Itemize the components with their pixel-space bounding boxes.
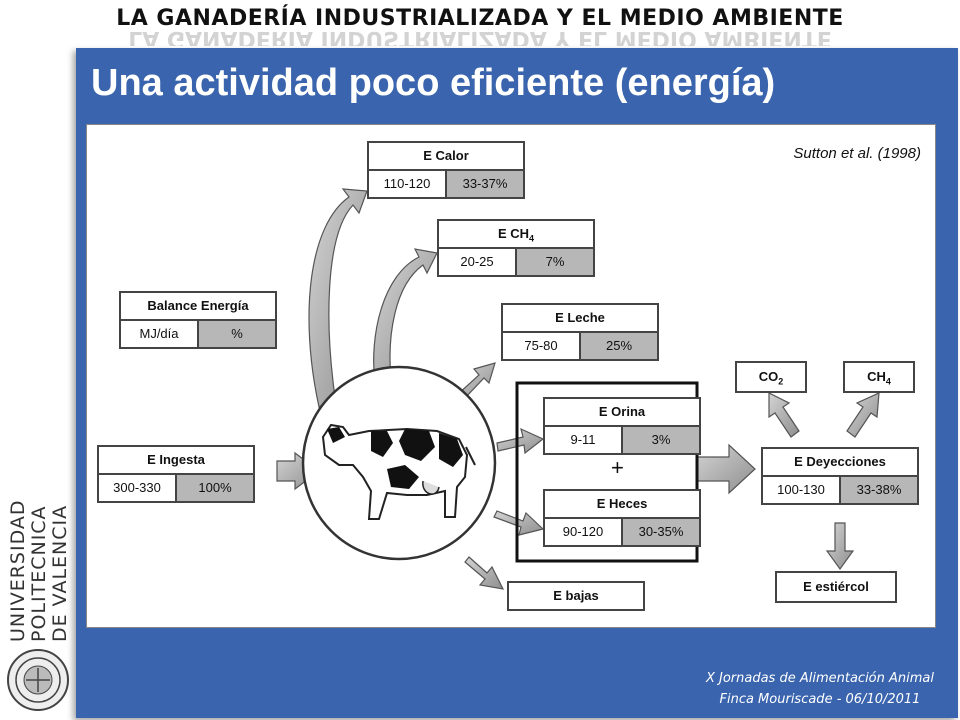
footer-line-1: X Jornadas de Alimentación Animal <box>705 671 934 686</box>
ch4-mj: 20-25 <box>460 254 494 269</box>
ch4-pct: 7% <box>515 249 593 275</box>
box-ch4: E CH4 20-25 7% <box>437 219 595 277</box>
orina-pct: 3% <box>621 427 699 453</box>
ch4-title-sub: 4 <box>529 233 535 244</box>
box-ingesta: E Ingesta 300-330 100% <box>97 445 255 503</box>
orina-title: E Orina <box>545 399 699 427</box>
orina-mj: 9-11 <box>570 432 596 447</box>
box-ch4-out: CH4 <box>843 361 915 393</box>
calor-mj: 110-120 <box>383 176 431 191</box>
deyecciones-pct: 33-38% <box>839 477 917 503</box>
box-co2: CO2 <box>735 361 807 393</box>
excretion-group-frame <box>515 381 699 563</box>
arrow-orina <box>496 427 545 455</box>
university-name-line-2: POLITECNICA <box>28 505 50 642</box>
curved-arrow-ch4 <box>373 248 438 384</box>
estiercol-title: E estiércol <box>803 579 869 594</box>
deyecciones-title: E Deyecciones <box>763 449 917 477</box>
box-estiercol: E estiércol <box>775 571 897 603</box>
slide-title: Una actividad poco eficiente (energía) <box>91 62 776 104</box>
energy-balance-figure: Sutton et al. (1998) Balance Energía MJ/… <box>86 124 936 628</box>
deyecciones-mj: 100-130 <box>777 482 825 497</box>
arrow-deyecciones <box>696 443 756 495</box>
arrow-estiercol <box>825 522 855 571</box>
calor-pct: 33-37% <box>445 171 523 197</box>
box-calor: E Calor 110-120 33-37% <box>367 141 525 199</box>
leche-pct: 25% <box>579 333 657 359</box>
ingesta-mj: 300-330 <box>113 480 161 495</box>
ch4-title-main: E CH <box>497 226 530 241</box>
leche-mj: 75-80 <box>524 338 558 353</box>
heces-pct: 30-35% <box>621 519 699 545</box>
ch4-title: E CH4 <box>439 221 593 249</box>
co2-sub: 2 <box>778 376 784 387</box>
university-name-line-1: UNIVERSIDAD <box>7 499 29 642</box>
university-seal-icon <box>7 649 69 711</box>
cow-icon <box>321 423 476 520</box>
leche-title: E Leche <box>503 305 657 333</box>
citation: Sutton et al. (1998) <box>793 145 921 162</box>
calor-title: E Calor <box>369 143 523 171</box>
university-name-line-3: DE VALENCIA <box>49 504 71 642</box>
box-bajas: E bajas <box>507 581 645 611</box>
co2-main: CO <box>758 369 779 384</box>
arrow-co2 <box>768 392 800 438</box>
box-heces: E Heces 90-120 30-35% <box>543 489 701 547</box>
ingesta-pct: 100% <box>175 475 253 501</box>
ch4-out-sub: 4 <box>885 376 891 387</box>
heces-title: E Heces <box>545 491 699 519</box>
curved-arrow-calor <box>308 188 368 408</box>
bajas-title: E bajas <box>553 588 599 603</box>
footer: X Jornadas de Alimentación Animal Finca … <box>706 668 934 710</box>
box-leche: E Leche 75-80 25% <box>501 303 659 361</box>
university-name: UNIVERSIDAD POLITECNICA DE VALENCIA <box>7 499 71 642</box>
heces-mj: 90-120 <box>562 524 604 539</box>
ch4-out-main: CH <box>867 369 886 384</box>
legend-unit-pct: % <box>197 321 275 347</box>
figure-graphics <box>276 188 880 590</box>
footer-line-2: Finca Mouriscade - 06/10/2011 <box>719 692 921 707</box>
legend-box: Balance Energía MJ/día % <box>119 291 277 349</box>
plus-sign: + <box>611 455 624 480</box>
box-deyecciones: E Deyecciones 100-130 33-38% <box>761 447 919 505</box>
header-title-reflection: LA GANADERÍA INDUSTRIALIZADA Y EL MEDIO … <box>128 30 832 46</box>
legend-unit-mj: MJ/día <box>139 326 179 341</box>
arrow-ch4-out <box>846 392 880 438</box>
box-orina: E Orina 9-11 3% <box>543 397 701 455</box>
arrow-bajas <box>464 556 505 590</box>
legend-title: Balance Energía <box>121 293 275 321</box>
ingesta-title: E Ingesta <box>99 447 253 475</box>
header-title: LA GANADERÍA INDUSTRIALIZADA Y EL MEDIO … <box>116 6 844 31</box>
